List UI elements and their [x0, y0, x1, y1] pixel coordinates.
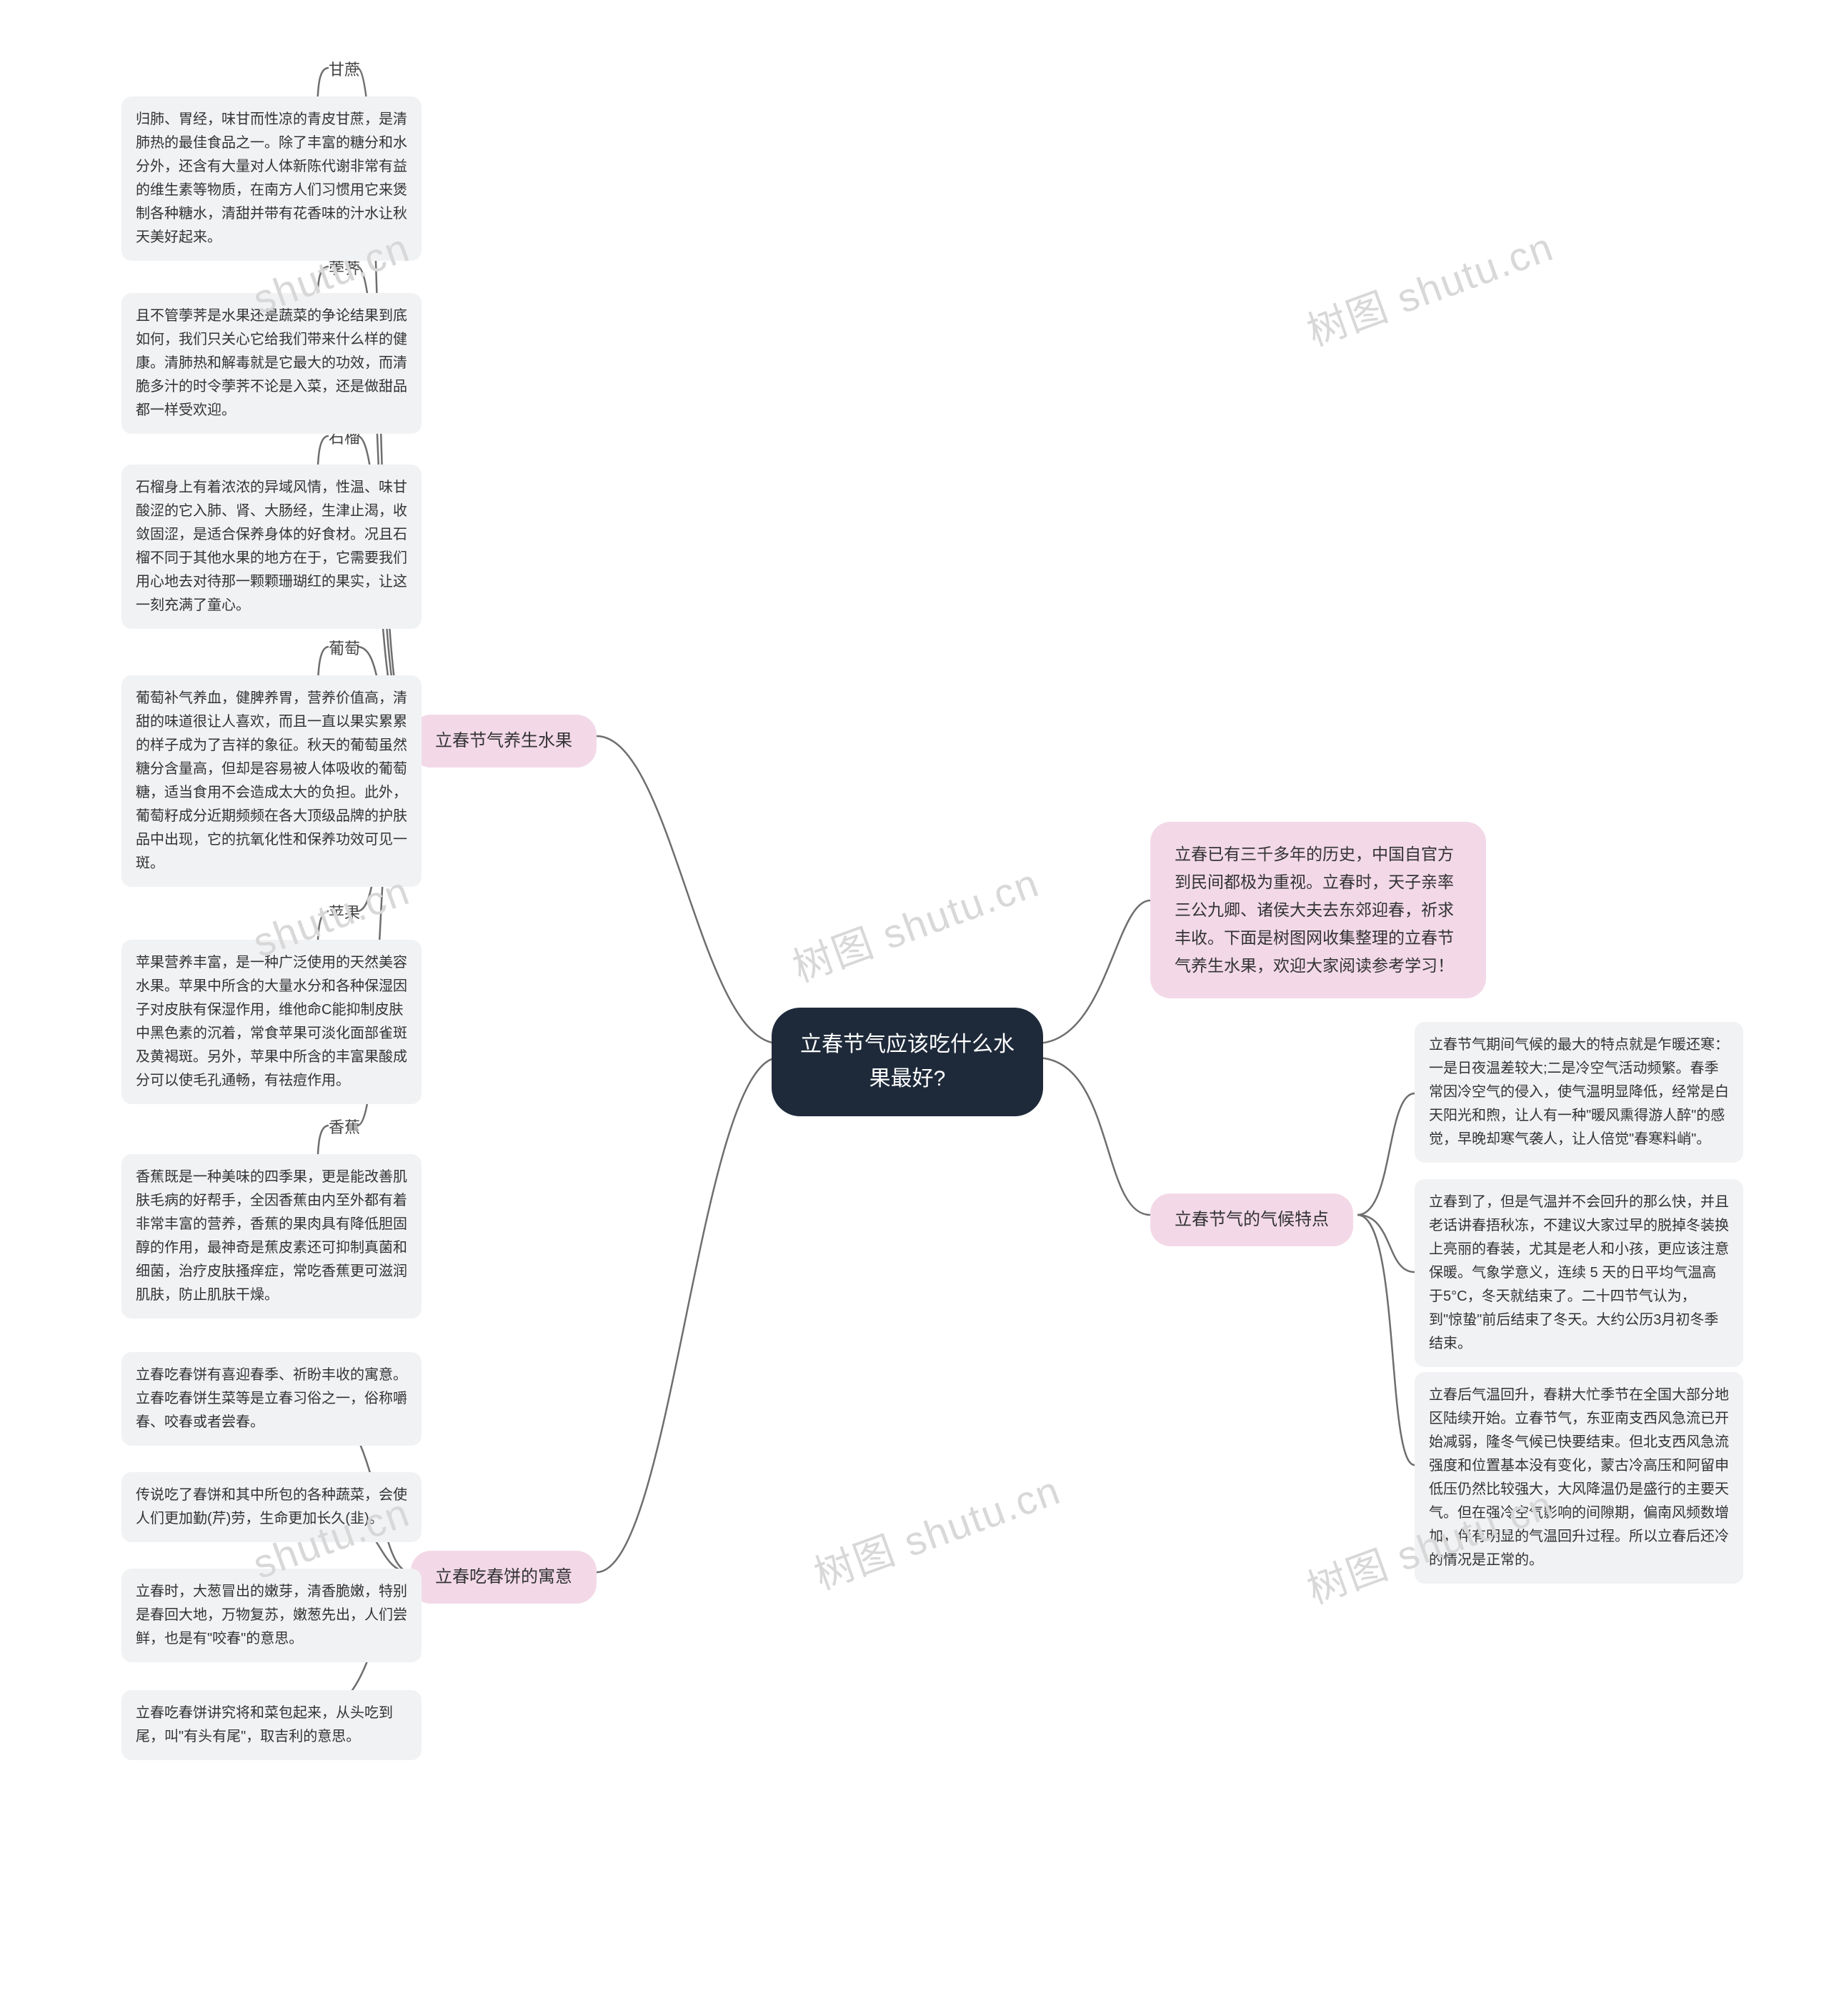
intro-node: 立春已有三千多年的历史，中国自官方到民间都极为重视。立春时，天子亲率三公九卿、诸…: [1150, 822, 1486, 998]
watermark: 树图 shutu.cn: [1298, 215, 1560, 358]
watermark: 树图 shutu.cn: [805, 1459, 1067, 1602]
fruit-desc-4: 苹果营养丰富，是一种广泛使用的天然美容水果。苹果中所含的大量水分和各种保湿因子对…: [121, 940, 422, 1104]
fruit-desc-5: 香蕉既是一种美味的四季果，更是能改善肌肤毛病的好帮手，全因香蕉由内至外都有着非常…: [121, 1154, 422, 1319]
fruit-label-4: 苹果: [329, 900, 360, 923]
fruits-title: 立春节气养生水果: [411, 715, 597, 768]
cake-desc-2: 立春时，大葱冒出的嫩芽，清香脆嫩，特别是春回大地，万物复苏，嫩葱先出，人们尝鲜，…: [121, 1569, 422, 1662]
fruit-desc-2: 石榴身上有着浓浓的异域风情，性温、味甘酸涩的它入肺、肾、大肠经，生津止渴，收敛固…: [121, 465, 422, 629]
cake-desc-1: 传说吃了春饼和其中所包的各种蔬菜，会使人们更加勤(芹)劳，生命更加长久(韭)。: [121, 1472, 422, 1542]
fruit-label-5: 香蕉: [329, 1115, 360, 1138]
climate-item-3: 立春后气温回升，春耕大忙季节在全国大部分地区陆续开始。立春节气，东亚南支西风急流…: [1415, 1372, 1743, 1584]
center-node: 立春节气应该吃什么水果最好?: [772, 1008, 1043, 1116]
climate-item-2: 立春到了，但是气温并不会回升的那么快，并且老话讲春捂秋冻，不建议大家过早的脱掉冬…: [1415, 1179, 1743, 1367]
fruit-desc-0: 归肺、胃经，味甘而性凉的青皮甘蔗，是清肺热的最佳食品之一。除了丰富的糖分和水分外…: [121, 96, 422, 261]
cake-desc-3: 立春吃春饼讲究将和菜包起来，从头吃到尾，叫"有头有尾"，取吉利的意思。: [121, 1690, 422, 1760]
watermark: 树图 shutu.cn: [784, 851, 1046, 994]
fruit-desc-3: 葡萄补气养血，健脾养胃，营养价值高，清甜的味道很让人喜欢，而且一直以果实累累的样…: [121, 675, 422, 887]
cakes-title: 立春吃春饼的寓意: [411, 1551, 597, 1604]
cake-desc-0: 立春吃春饼有喜迎春季、祈盼丰收的寓意。立春吃春饼生菜等是立春习俗之一，俗称嚼春、…: [121, 1352, 422, 1446]
climate-title: 立春节气的气候特点: [1150, 1193, 1353, 1246]
fruit-label-0: 甘蔗: [329, 57, 360, 80]
climate-item-1: 立春节气期间气候的最大的特点就是乍暖还寒：一是日夜温差较大;二是冷空气活动频繁。…: [1415, 1022, 1743, 1163]
fruit-desc-1: 且不管荸荠是水果还是蔬菜的争论结果到底如何，我们只关心它给我们带来什么样的健康。…: [121, 293, 422, 434]
fruit-label-3: 葡萄: [329, 636, 360, 659]
